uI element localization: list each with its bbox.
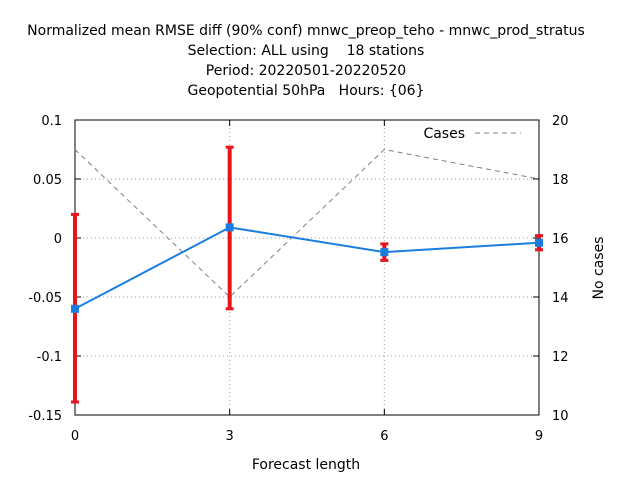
y-tick-label: -0.1 xyxy=(37,350,62,365)
y2-tick-label: 14 xyxy=(552,291,569,306)
title-line-1: Normalized mean RMSE diff (90% conf) mnw… xyxy=(27,23,585,39)
plot-series xyxy=(71,145,543,404)
y2-tick-label: 10 xyxy=(552,409,569,424)
chart-title: Normalized mean RMSE diff (90% conf) mnw… xyxy=(27,23,585,99)
x-axis-label: Forecast length xyxy=(252,457,360,473)
y2-axis-label: No cases xyxy=(591,237,607,300)
axis-ticks: 0 3 6 9 0.1 0.05 0 -0.05 -0.1 -0.15 20 18 16 14 12 10 xyxy=(28,114,568,444)
x-tick-label: 9 xyxy=(535,429,543,444)
rmse-diff-point xyxy=(71,304,79,313)
title-line-3: Period: 20220501-20220520 xyxy=(206,63,406,79)
y2-tick-label: 18 xyxy=(552,173,569,188)
x-tick-label: 3 xyxy=(226,429,234,444)
y-tick-label: 0 xyxy=(54,232,62,247)
rmse-diff-line xyxy=(74,226,540,310)
rmse-diff-point xyxy=(535,238,543,247)
legend-label-cases: Cases xyxy=(423,126,465,142)
legend: Cases xyxy=(423,126,521,142)
title-line-4: Geopotential 50hPa Hours: {06} xyxy=(188,83,425,99)
x-tick-label: 6 xyxy=(380,429,388,444)
y-tick-label: -0.15 xyxy=(28,409,62,424)
y2-tick-label: 16 xyxy=(552,232,569,247)
y2-tick-label: 20 xyxy=(552,114,569,129)
y-tick-label: 0.05 xyxy=(33,173,62,188)
y-tick-label: 0.1 xyxy=(41,114,62,129)
title-line-2: Selection: ALL using 18 stations xyxy=(188,43,425,59)
rmse-diff-point xyxy=(225,223,234,232)
x-tick-label: 0 xyxy=(71,429,79,444)
cases-line xyxy=(74,148,540,298)
plot-frame xyxy=(74,119,540,416)
y-tick-label: -0.05 xyxy=(28,291,62,306)
grid xyxy=(75,120,539,415)
rmse-diff-point xyxy=(380,248,389,257)
y2-tick-label: 12 xyxy=(552,350,569,365)
